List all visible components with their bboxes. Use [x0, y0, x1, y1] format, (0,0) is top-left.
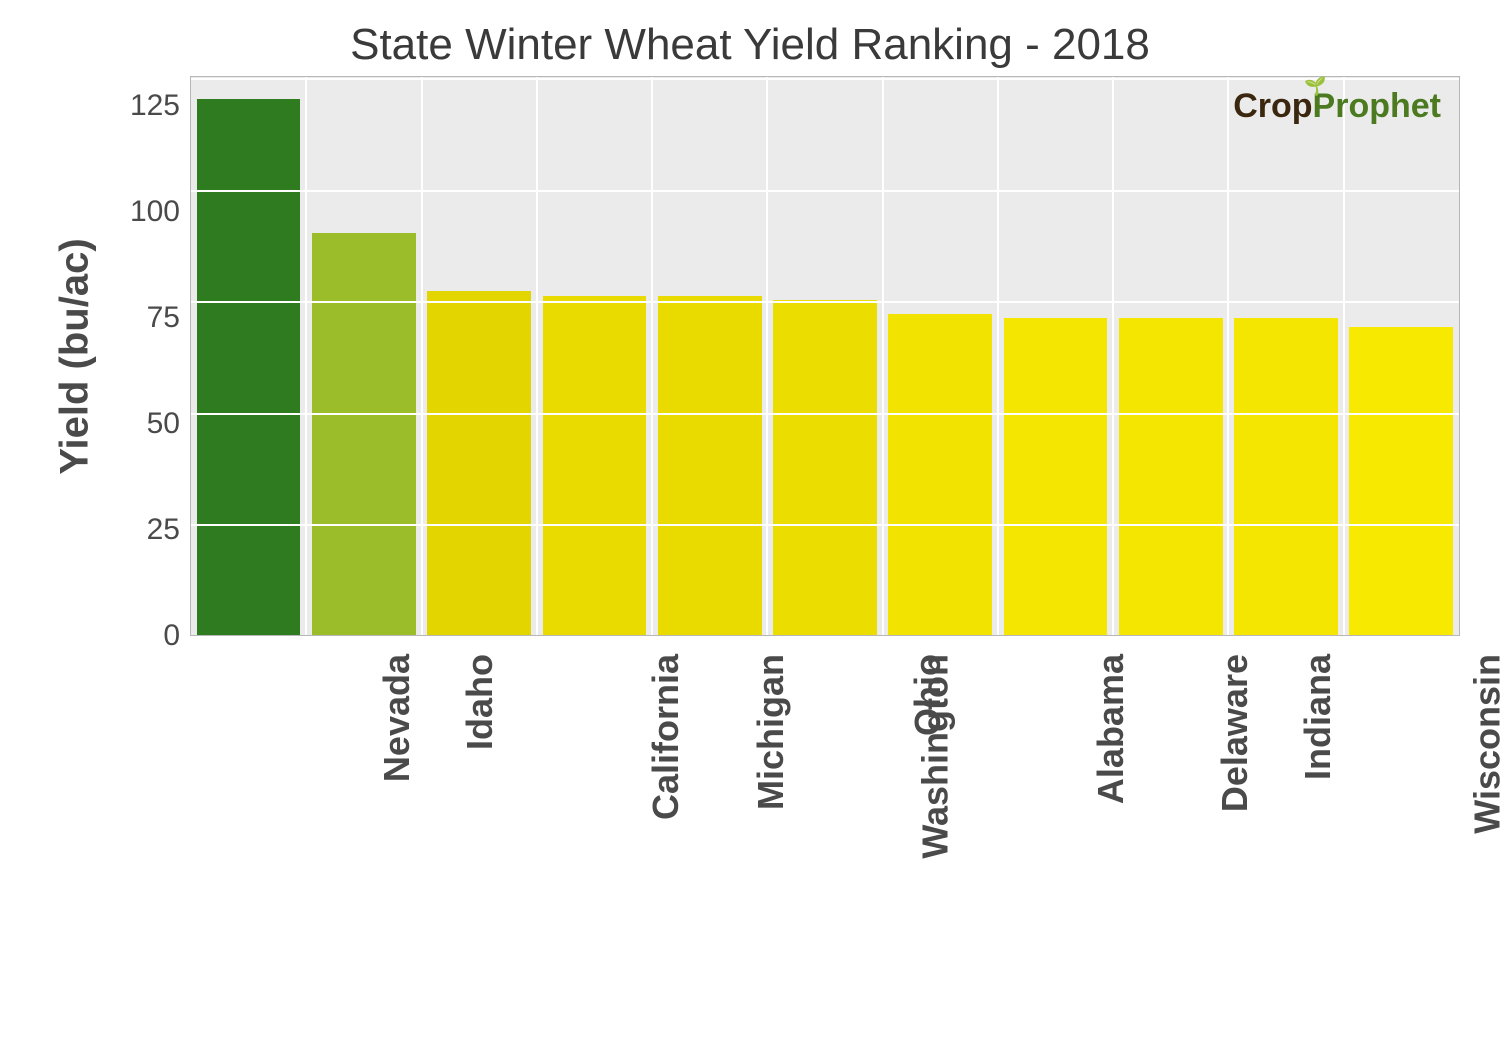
- bar: [658, 296, 762, 635]
- y-tick-label: 25: [147, 515, 180, 545]
- y-axis-label: Yield (bu/ac): [53, 238, 98, 474]
- gridline-horizontal: [191, 301, 1459, 303]
- bar: [197, 99, 301, 635]
- bar-slot: [191, 77, 306, 635]
- plot-row: Yield (bu/ac) 1251007550250 Crop Prophet…: [40, 76, 1460, 636]
- bar-slot: [306, 77, 421, 635]
- y-tick-column: 1251007550250: [110, 76, 190, 636]
- bar-slot: [767, 77, 882, 635]
- gridline-vertical: [651, 77, 653, 635]
- y-tick-label: 125: [130, 91, 180, 121]
- bar-slot: [537, 77, 652, 635]
- bar: [543, 296, 647, 635]
- y-tick-label: 75: [147, 303, 180, 333]
- x-label-slot: Ohio: [767, 636, 882, 996]
- y-tick-label: 50: [147, 409, 180, 439]
- gridline-vertical: [1227, 77, 1229, 635]
- x-label-slot: Michigan: [536, 636, 651, 996]
- x-label-slot: Wisconsin: [1229, 636, 1344, 996]
- bar: [427, 291, 531, 635]
- bar: [312, 233, 416, 635]
- cropprophet-logo: Crop Prophet 🌱: [1233, 87, 1441, 126]
- gridline-horizontal: [191, 413, 1459, 415]
- bar: [888, 314, 992, 635]
- x-labels: NevadaIdahoCaliforniaMichiganWashingtonO…: [190, 636, 1460, 996]
- bar: [1119, 318, 1223, 635]
- bars-layer: [191, 77, 1459, 635]
- logo-text-crop: Crop: [1233, 87, 1312, 126]
- chart-container: State Winter Wheat Yield Ranking - 2018 …: [40, 20, 1460, 1020]
- x-label-slot: Delaware: [998, 636, 1113, 996]
- y-tick-label: 100: [130, 197, 180, 227]
- x-label-slot: Washington: [652, 636, 767, 996]
- bar-slot: [652, 77, 767, 635]
- chart-title: State Winter Wheat Yield Ranking - 2018: [40, 20, 1460, 70]
- gridline-vertical: [1343, 77, 1345, 635]
- x-label-slot: New York: [1345, 636, 1460, 996]
- sprout-icon: 🌱: [1304, 76, 1326, 97]
- x-label-slot: Nevada: [190, 636, 305, 996]
- gridline-vertical: [421, 77, 423, 635]
- gridline-vertical: [997, 77, 999, 635]
- gridline-vertical: [766, 77, 768, 635]
- y-tick-label: 0: [163, 621, 180, 651]
- x-labels-spacer: [40, 636, 190, 996]
- bar: [1004, 318, 1108, 635]
- gridline-horizontal: [191, 78, 1459, 80]
- x-label-slot: Alabama: [883, 636, 998, 996]
- gridline-vertical: [536, 77, 538, 635]
- logo-text-prophet: Prophet: [1313, 87, 1441, 126]
- gridline-vertical: [305, 77, 307, 635]
- x-tick-label: Wisconsin: [1467, 654, 1500, 834]
- x-label-slot: Idaho: [305, 636, 420, 996]
- y-axis-label-column: Yield (bu/ac): [40, 76, 110, 636]
- gridline-horizontal: [191, 524, 1459, 526]
- bar: [1349, 327, 1453, 635]
- x-label-slot: California: [421, 636, 536, 996]
- bar-slot: [883, 77, 998, 635]
- x-labels-row: NevadaIdahoCaliforniaMichiganWashingtonO…: [40, 636, 1460, 996]
- bar-slot: [1344, 77, 1459, 635]
- gridline-vertical: [882, 77, 884, 635]
- bar-slot: [422, 77, 537, 635]
- x-label-slot: Indiana: [1114, 636, 1229, 996]
- bar-slot: [1113, 77, 1228, 635]
- plot-area: Crop Prophet 🌱: [190, 76, 1460, 636]
- bar-slot: [1228, 77, 1343, 635]
- bar: [773, 300, 877, 635]
- gridline-horizontal: [191, 190, 1459, 192]
- gridline-vertical: [1112, 77, 1114, 635]
- bar-slot: [998, 77, 1113, 635]
- bar: [1234, 318, 1338, 635]
